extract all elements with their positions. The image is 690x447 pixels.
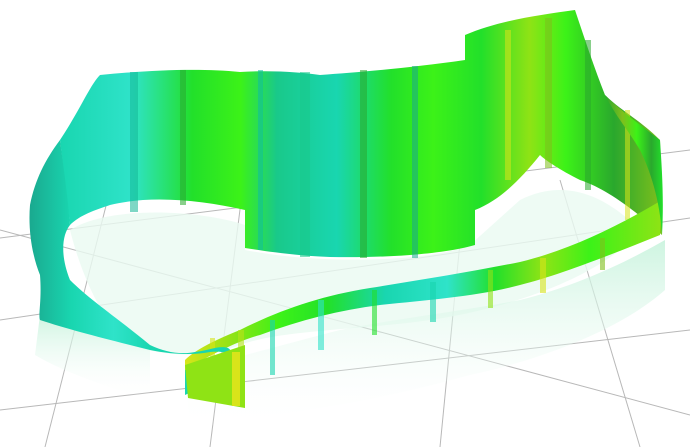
right-wall xyxy=(605,95,663,235)
floor-interior xyxy=(70,190,640,355)
left-reflection xyxy=(35,315,150,400)
back-wall-stripes xyxy=(130,18,630,258)
left-wall xyxy=(29,140,150,350)
front-wall xyxy=(185,200,662,370)
front-start-highlight xyxy=(232,352,240,406)
wall-reflection xyxy=(185,240,665,430)
front-start-block xyxy=(185,345,245,408)
